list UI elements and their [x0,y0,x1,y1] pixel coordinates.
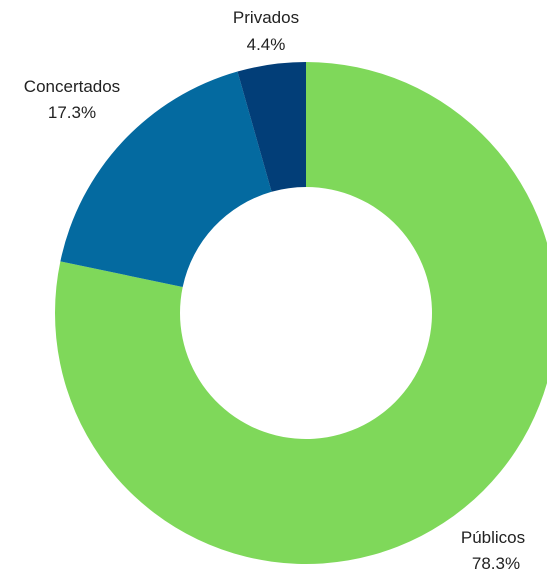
slice-publicos [55,62,547,564]
slice-concertados [60,71,272,288]
slice-privados [237,62,306,192]
donut-slices [55,62,547,564]
slice-label-privados: Privados [233,8,299,27]
slice-value-publicos: 78.3% [472,554,520,572]
slice-label-publicos: Públicos [461,528,525,547]
slice-value-privados: 4.4% [247,35,286,54]
slice-value-concertados: 17.3% [48,103,96,122]
slice-label-concertados: Concertados [24,77,120,96]
